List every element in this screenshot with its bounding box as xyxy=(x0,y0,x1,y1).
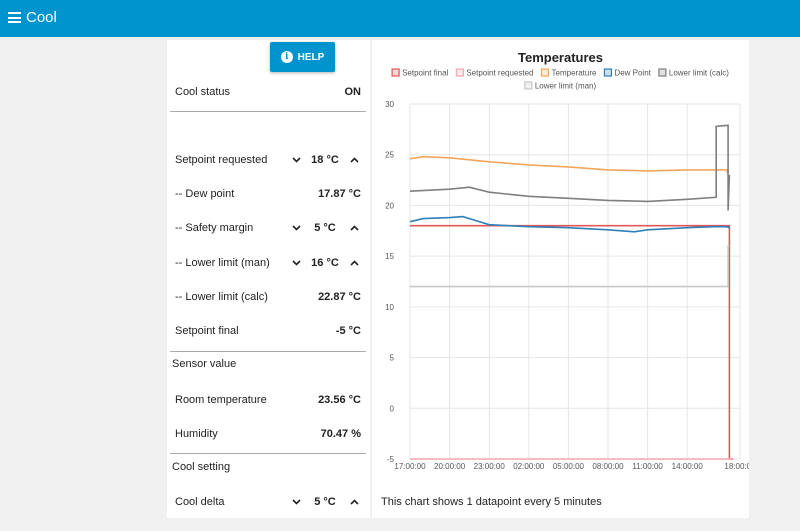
humidity-value: 70.47 % xyxy=(320,428,361,440)
legend-swatch xyxy=(658,68,667,77)
safety-margin-value: 5 °C xyxy=(314,222,336,234)
lower-limit-man-value: 16 °C xyxy=(311,257,339,269)
cool-status-label: Cool status xyxy=(175,86,231,98)
dew-point-label: -- Dew point xyxy=(175,188,235,200)
controls-panel xyxy=(167,40,370,518)
y-tick-label: 15 xyxy=(385,252,394,261)
chevron-down-icon xyxy=(291,157,301,163)
humidity-label: Humidity xyxy=(175,428,218,440)
divider xyxy=(170,351,366,352)
chevron-down-icon xyxy=(291,260,301,266)
legend-swatch xyxy=(603,68,613,77)
x-tick-label: 17:00:00 xyxy=(394,462,426,471)
humidity-row: Humidity 70.47 % xyxy=(175,424,361,444)
y-tick-label: 25 xyxy=(385,151,394,160)
lower-limit-calc-label: -- Lower limit (calc) xyxy=(175,291,268,303)
chart-footer-note: This chart shows 1 datapoint every 5 min… xyxy=(381,496,602,508)
legend-entry: Lower limit (calc) xyxy=(669,69,729,78)
cool-delta-label: Cool delta xyxy=(175,496,225,508)
chevron-down-icon xyxy=(291,225,301,231)
safety-margin-increase-button[interactable] xyxy=(347,221,361,235)
temperatures-chart: -5 0 5 10 15 20 25 30 17:00:00 20:00:00 23:00:00 02… xyxy=(385,68,749,471)
legend-swatch xyxy=(391,68,400,77)
cool-status-row: Cool status ON xyxy=(175,82,361,102)
safety-margin-row: -- Safety margin 5 °C xyxy=(175,218,361,238)
lower-limit-man-row: -- Lower limit (man) 16 °C xyxy=(175,253,361,273)
room-temperature-value: 23.56 °C xyxy=(318,394,361,406)
setpoint-final-value: -5 °C xyxy=(335,325,361,337)
x-tick-label: 11:00:00 xyxy=(632,462,663,471)
safety-margin-label: -- Safety margin xyxy=(175,222,254,234)
lower-limit-calc-row: -- Lower limit (calc) 22.87 °C xyxy=(175,287,361,307)
legend-entry: Setpoint final xyxy=(402,69,448,78)
setpoint-final-label: Setpoint final xyxy=(175,325,239,337)
x-tick-label: 02:00:00 xyxy=(513,462,545,471)
legend-swatch xyxy=(524,81,533,90)
x-tick-label: 23:00:00 xyxy=(474,462,506,471)
chevron-up-icon xyxy=(349,260,359,266)
dew-point-row: -- Dew point 17.87 °C xyxy=(175,184,361,204)
x-tick-label: 14:00:00 xyxy=(672,462,704,471)
cool-delta-value: 5 °C xyxy=(314,496,336,508)
setpoint-requested-row: Setpoint requested 18 °C xyxy=(175,150,361,170)
chevron-up-icon xyxy=(349,499,359,505)
y-tick-label: 20 xyxy=(385,201,394,210)
hamburger-menu-icon[interactable] xyxy=(8,12,21,23)
info-icon: i xyxy=(280,51,293,63)
help-button[interactable]: i HELP xyxy=(270,42,335,72)
sensor-value-section-label: Sensor value xyxy=(172,358,237,370)
setpoint-requested-value: 18 °C xyxy=(311,154,339,166)
cool-delta-increase-button[interactable] xyxy=(347,495,361,509)
cool-delta-row: Cool delta 5 °C xyxy=(175,492,361,512)
y-tick-label: 10 xyxy=(385,303,394,312)
series-line xyxy=(409,124,731,211)
legend-entry: Dew Point xyxy=(614,69,651,78)
lower-limit-calc-value: 22.87 °C xyxy=(318,291,361,303)
series-line xyxy=(410,245,730,288)
dew-point-value: 17.87 °C xyxy=(318,188,361,200)
setpoint-requested-label: Setpoint requested xyxy=(175,154,268,166)
chevron-up-icon xyxy=(349,225,359,231)
room-temperature-label: Room temperature xyxy=(175,394,267,406)
safety-margin-decrease-button[interactable] xyxy=(289,221,303,235)
app-header: Cool xyxy=(0,0,800,37)
divider xyxy=(170,453,366,454)
series-line xyxy=(409,215,730,233)
series-line xyxy=(409,155,731,178)
x-tick-label: 20:00:00 xyxy=(434,462,466,471)
series-line xyxy=(410,224,734,460)
chart-panel xyxy=(372,40,749,518)
setpoint-final-row: Setpoint final -5 °C xyxy=(175,321,361,341)
chevron-down-icon xyxy=(291,499,301,505)
chart-title: Temperatures xyxy=(517,50,603,65)
cool-status-value: ON xyxy=(344,86,362,98)
legend-entry: Lower limit (man) xyxy=(535,82,597,91)
setpoint-requested-decrease-button[interactable] xyxy=(289,153,303,167)
y-tick-label: -5 xyxy=(387,455,395,464)
room-temperature-row: Room temperature 23.56 °C xyxy=(175,390,361,410)
chevron-up-icon xyxy=(349,157,359,163)
help-button-label: HELP xyxy=(297,51,325,63)
y-tick-label: 0 xyxy=(390,404,395,413)
divider xyxy=(170,111,366,112)
lower-limit-man-label: -- Lower limit (man) xyxy=(175,257,270,269)
lower-limit-man-decrease-button[interactable] xyxy=(289,256,303,270)
setpoint-requested-increase-button[interactable] xyxy=(347,153,361,167)
x-tick-label: 08:00:00 xyxy=(592,462,624,471)
legend-entry: Temperature xyxy=(552,69,597,78)
lower-limit-man-increase-button[interactable] xyxy=(347,256,361,270)
cool-setting-section-label: Cool setting xyxy=(172,461,231,473)
legend-swatch xyxy=(540,68,550,77)
y-tick-label: 30 xyxy=(385,100,394,109)
y-tick-label: 5 xyxy=(390,354,395,363)
app-title: Cool xyxy=(26,9,57,26)
x-tick-label: 18:00:00 xyxy=(724,462,749,471)
cool-delta-decrease-button[interactable] xyxy=(289,495,303,509)
legend-swatch xyxy=(455,68,464,77)
legend-entry: Setpoint requested xyxy=(466,69,533,78)
x-tick-label: 05:00:00 xyxy=(553,462,585,471)
